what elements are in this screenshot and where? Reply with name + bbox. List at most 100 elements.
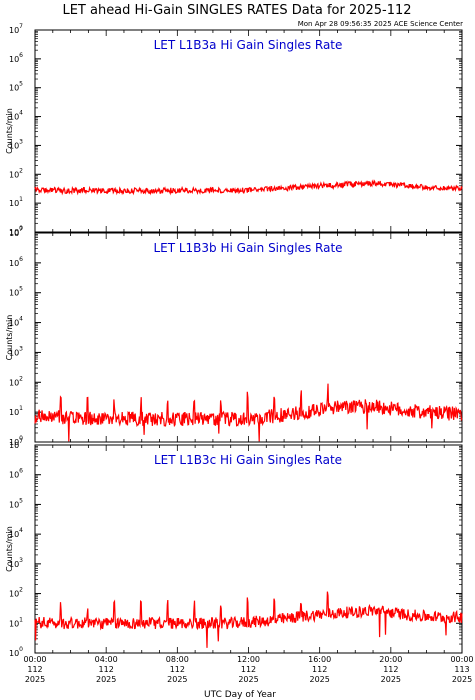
panel-title: LET L1B3b Hi Gain Singles Rate bbox=[153, 241, 342, 255]
y-tick-label: 102 bbox=[9, 375, 23, 387]
y-tick-exponent: 6 bbox=[19, 52, 23, 59]
x-tick-time: 20:00 bbox=[379, 655, 402, 664]
x-tick-time: 08:00 bbox=[166, 655, 189, 664]
y-tick-exponent: 4 bbox=[19, 110, 23, 117]
y-tick-label: 105 bbox=[9, 286, 23, 298]
y-tick-exponent: 5 bbox=[19, 81, 23, 88]
y-tick-base: 10 bbox=[9, 530, 19, 539]
y-tick-exponent: 4 bbox=[19, 316, 23, 323]
y-tick-label: 106 bbox=[9, 52, 23, 64]
y-tick-base: 10 bbox=[9, 408, 19, 417]
y-tick-label: 102 bbox=[9, 587, 23, 599]
x-axis-label: UTC Day of Year bbox=[204, 690, 276, 700]
y-tick-base: 10 bbox=[9, 590, 19, 599]
y-tick-base: 10 bbox=[9, 441, 19, 450]
y-axis-label: Counts/min bbox=[5, 315, 14, 361]
y-tick-base: 10 bbox=[9, 289, 19, 298]
y-tick-base: 10 bbox=[9, 619, 19, 628]
y-tick-label: 104 bbox=[9, 527, 23, 539]
y-tick-base: 10 bbox=[9, 500, 19, 509]
x-tick-time: 00:00 bbox=[450, 655, 473, 664]
y-tick-label: 101 bbox=[9, 405, 23, 417]
y-tick-base: 10 bbox=[9, 229, 19, 238]
y-tick-base: 10 bbox=[9, 141, 19, 150]
y-tick-exponent: 0 bbox=[19, 435, 23, 442]
y-tick-exponent: 3 bbox=[19, 345, 23, 352]
y-tick-base: 10 bbox=[9, 228, 19, 237]
y-tick-exponent: 5 bbox=[19, 286, 23, 293]
x-tick-doy: 113 bbox=[454, 665, 469, 674]
y-tick-base: 10 bbox=[9, 170, 19, 179]
y-tick-exponent: 1 bbox=[19, 196, 23, 203]
y-tick-base: 10 bbox=[9, 649, 19, 658]
y-tick-base: 10 bbox=[9, 438, 19, 447]
x-tick-year: 2025 bbox=[381, 675, 401, 684]
y-tick-base: 10 bbox=[9, 259, 19, 268]
x-tick-doy: 112 bbox=[27, 665, 42, 674]
x-tick-doy: 112 bbox=[241, 665, 256, 674]
x-axis-labels: 00:00112202504:00112202508:00112202512:0… bbox=[23, 655, 473, 684]
x-tick-time: 00:00 bbox=[23, 655, 46, 664]
y-axis-label: Counts/min bbox=[5, 108, 14, 154]
x-tick-doy: 112 bbox=[312, 665, 327, 674]
y-tick-label: 101 bbox=[9, 616, 23, 628]
y-tick-exponent: 5 bbox=[19, 497, 23, 504]
x-tick-time: 16:00 bbox=[308, 655, 331, 664]
y-tick-exponent: 7 bbox=[19, 226, 23, 233]
y-tick-exponent: 1 bbox=[19, 616, 23, 623]
x-tick-time: 12:00 bbox=[237, 655, 260, 664]
y-tick-base: 10 bbox=[9, 319, 19, 328]
x-tick-year: 2025 bbox=[167, 675, 187, 684]
y-tick-label: 103 bbox=[9, 557, 23, 569]
y-tick-base: 10 bbox=[9, 113, 19, 122]
y-tick-base: 10 bbox=[9, 560, 19, 569]
panel-title: LET L1B3c Hi Gain Singles Rate bbox=[154, 453, 342, 467]
y-tick-label: 102 bbox=[9, 167, 23, 179]
y-tick-label: 106 bbox=[9, 468, 23, 480]
y-tick-exponent: 4 bbox=[19, 527, 23, 534]
x-tick-doy: 112 bbox=[99, 665, 114, 674]
x-tick-doy: 112 bbox=[383, 665, 398, 674]
y-tick-base: 10 bbox=[9, 378, 19, 387]
y-tick-base: 10 bbox=[9, 84, 19, 93]
y-tick-label: 103 bbox=[9, 138, 23, 150]
timestamp: Mon Apr 28 09:56:35 2025 ACE Science Cen… bbox=[298, 20, 463, 28]
y-tick-base: 10 bbox=[9, 471, 19, 480]
y-tick-base: 10 bbox=[9, 26, 19, 35]
y-tick-label: 107 bbox=[9, 23, 23, 35]
y-tick-label: 104 bbox=[9, 110, 23, 122]
x-tick-year: 2025 bbox=[25, 675, 45, 684]
y-tick-label: 100 bbox=[9, 435, 23, 447]
y-tick-exponent: 2 bbox=[19, 375, 23, 382]
x-tick-year: 2025 bbox=[96, 675, 116, 684]
y-tick-label: 100 bbox=[9, 646, 23, 658]
plot-frame bbox=[34, 29, 463, 233]
y-tick-exponent: 7 bbox=[19, 438, 23, 445]
data-trace bbox=[34, 383, 463, 442]
panel-title: LET L1B3a Hi Gain Singles Rate bbox=[154, 38, 343, 52]
x-tick-doy: 112 bbox=[170, 665, 185, 674]
x-tick-year: 2025 bbox=[452, 675, 472, 684]
data-trace bbox=[34, 179, 463, 196]
y-tick-exponent: 6 bbox=[19, 468, 23, 475]
x-tick-year: 2025 bbox=[309, 675, 329, 684]
y-tick-exponent: 7 bbox=[19, 23, 23, 30]
y-tick-exponent: 0 bbox=[19, 225, 23, 232]
y-tick-label: 106 bbox=[9, 256, 23, 268]
y-tick-exponent: 3 bbox=[19, 557, 23, 564]
y-tick-exponent: 6 bbox=[19, 256, 23, 263]
y-tick-label: 107 bbox=[9, 226, 23, 238]
y-tick-base: 10 bbox=[9, 348, 19, 357]
y-tick-base: 10 bbox=[9, 55, 19, 64]
y-tick-exponent: 2 bbox=[19, 167, 23, 174]
y-axis-label: Counts/min bbox=[5, 526, 14, 572]
y-tick-label: 107 bbox=[9, 438, 23, 450]
y-tick-label: 101 bbox=[9, 196, 23, 208]
y-tick-exponent: 0 bbox=[19, 646, 23, 653]
y-tick-base: 10 bbox=[9, 199, 19, 208]
